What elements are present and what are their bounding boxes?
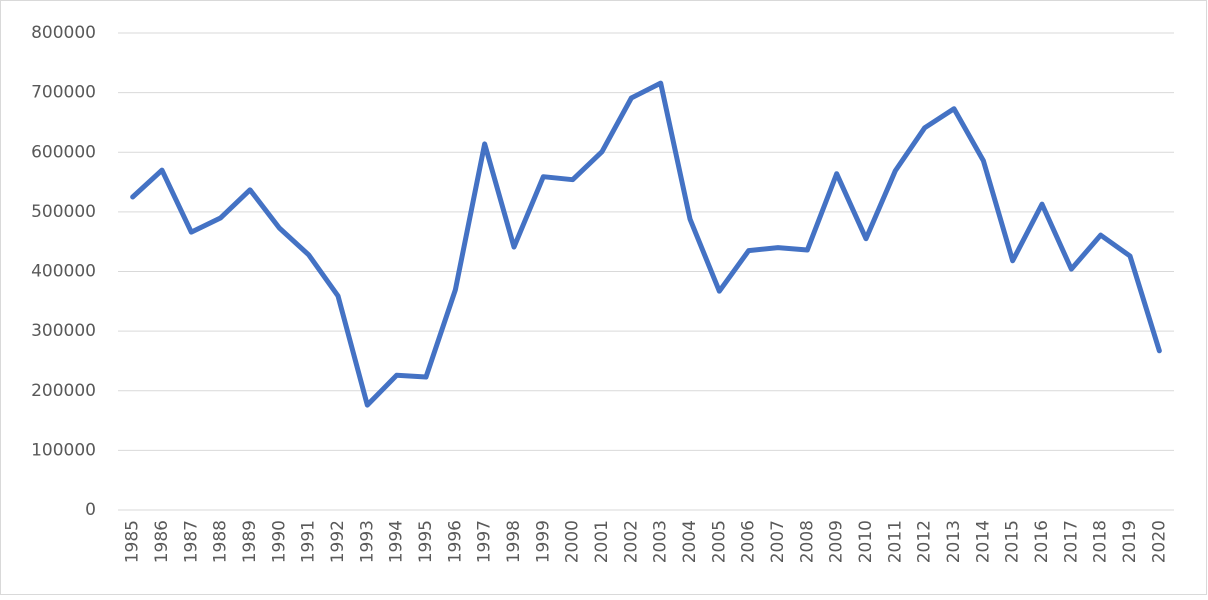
x-tick-label: 2015 bbox=[1003, 520, 1023, 563]
x-tick-label: 2003 bbox=[651, 520, 671, 563]
x-tick-label: 1990 bbox=[269, 520, 289, 563]
x-tick-label: 1994 bbox=[387, 520, 407, 563]
x-tick-label: 2020 bbox=[1149, 520, 1169, 563]
y-tick-label: 300000 bbox=[31, 321, 96, 341]
x-tick-label: 2002 bbox=[621, 520, 641, 563]
x-tick-label: 1991 bbox=[299, 520, 319, 563]
x-tick-label: 2017 bbox=[1061, 520, 1081, 563]
x-tick-label: 1992 bbox=[328, 520, 348, 563]
y-tick-label: 500000 bbox=[31, 202, 96, 222]
x-tick-label: 1986 bbox=[152, 520, 172, 563]
y-tick-label: 0 bbox=[85, 500, 96, 520]
y-tick-label: 200000 bbox=[31, 381, 96, 401]
x-tick-label: 2012 bbox=[915, 520, 935, 563]
x-tick-label: 1999 bbox=[533, 520, 553, 563]
x-tick-label: 2007 bbox=[768, 520, 788, 563]
x-tick-label: 1987 bbox=[181, 520, 201, 563]
x-tick-label: 1997 bbox=[475, 520, 495, 563]
x-tick-label: 2014 bbox=[973, 520, 993, 563]
y-tick-label: 100000 bbox=[31, 440, 96, 460]
y-tick-label: 800000 bbox=[31, 23, 96, 43]
y-tick-label: 400000 bbox=[31, 262, 96, 282]
x-tick-label: 1985 bbox=[123, 520, 143, 563]
x-tick-label: 2019 bbox=[1120, 520, 1140, 563]
x-tick-label: 2004 bbox=[680, 520, 700, 563]
x-tick-label: 1998 bbox=[504, 520, 524, 563]
x-tick-label: 2018 bbox=[1091, 520, 1111, 563]
x-tick-label: 2013 bbox=[944, 520, 964, 563]
x-tick-label: 1996 bbox=[445, 520, 465, 563]
x-tick-label: 2005 bbox=[709, 520, 729, 563]
x-tick-label: 2009 bbox=[827, 520, 847, 563]
y-tick-label: 600000 bbox=[31, 142, 96, 162]
x-tick-label: 2008 bbox=[797, 520, 817, 563]
x-tick-label: 2016 bbox=[1032, 520, 1052, 563]
line-series bbox=[130, 80, 1162, 408]
x-tick-label: 1993 bbox=[357, 520, 377, 563]
x-tick-label: 2010 bbox=[856, 520, 876, 563]
x-tick-label: 1988 bbox=[211, 520, 231, 563]
x-tick-label: 2006 bbox=[739, 520, 759, 563]
x-tick-label: 2001 bbox=[592, 520, 612, 563]
x-tick-label: 2011 bbox=[885, 520, 905, 563]
x-tick-label: 1995 bbox=[416, 520, 436, 563]
x-tick-label: 1989 bbox=[240, 520, 260, 563]
x-tick-label: 2000 bbox=[563, 520, 583, 563]
y-tick-label: 700000 bbox=[31, 83, 96, 103]
